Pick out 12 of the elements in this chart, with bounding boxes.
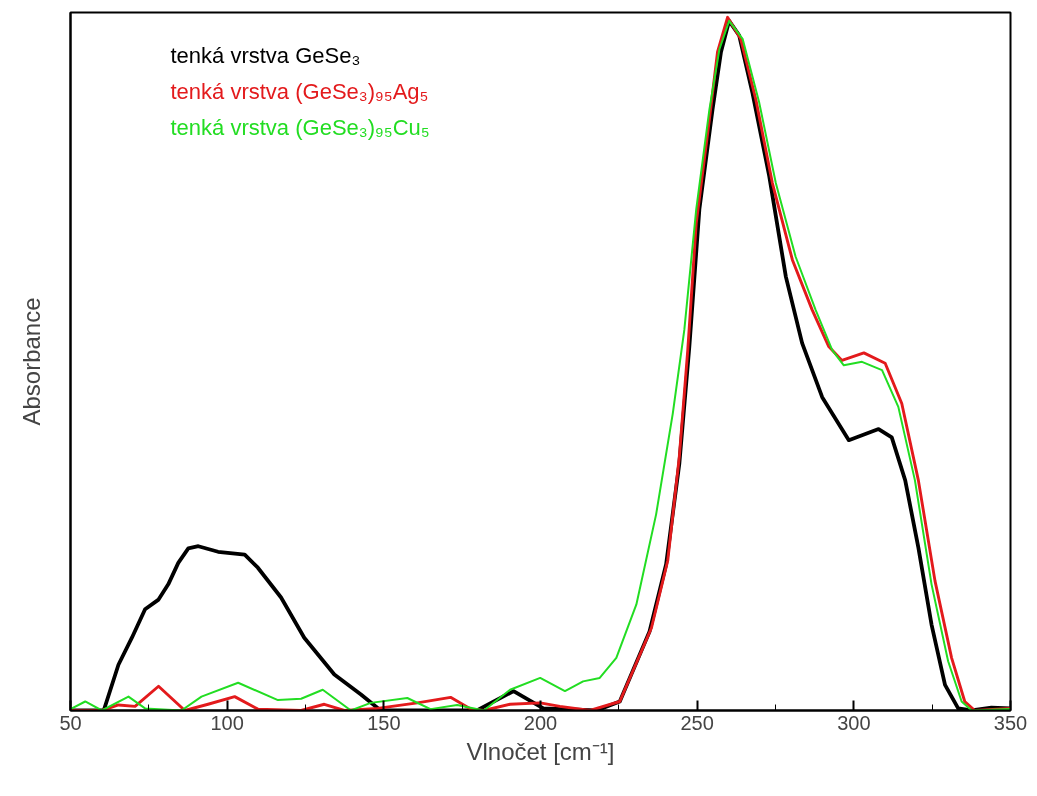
x-axis-title: Vlnočet [cm⁻¹]	[466, 737, 615, 765]
x-tick-label: 50	[59, 711, 82, 734]
x-tick-label: 300	[837, 711, 871, 734]
text: tenká vrstva (GeSe₃)₉₅Ag₅	[170, 79, 429, 104]
x-tick-label: 350	[993, 711, 1028, 734]
text: tenká vrstva (GeSe₃)₉₅Cu₅	[170, 115, 430, 140]
x-tick-label: 200	[523, 711, 558, 734]
x-tick-label: 250	[680, 711, 714, 734]
x-tick-label: 100	[210, 711, 244, 734]
x-tick-label: 150	[367, 711, 401, 734]
y-axis-title: Absorbance	[17, 297, 45, 426]
text: tenká vrstva GeSe₃	[170, 43, 361, 68]
